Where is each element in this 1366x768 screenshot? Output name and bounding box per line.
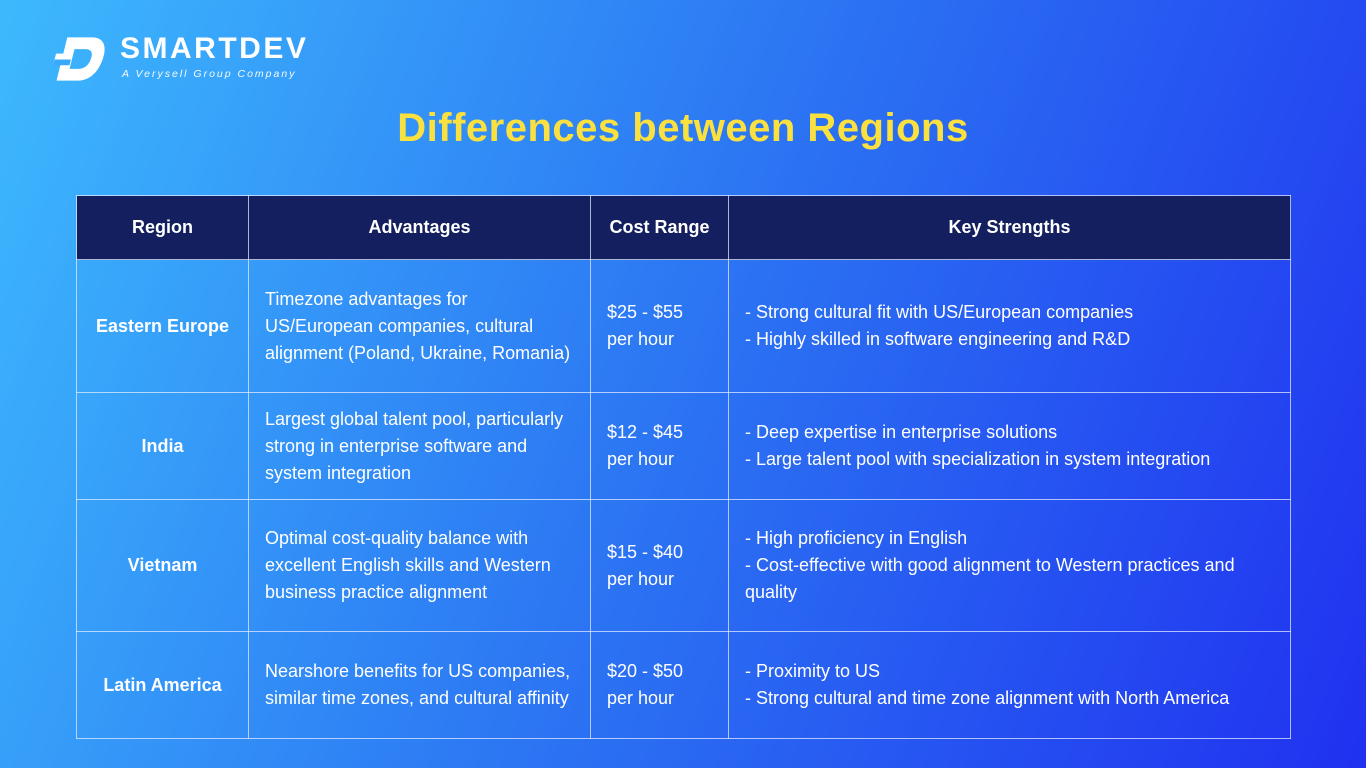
key-strengths-cell: - High proficiency in English - Cost-effe…: [728, 499, 1291, 632]
column-header-advantages: Advantages: [248, 195, 591, 260]
cost-range-cell: $12 - $45 per hour: [590, 392, 729, 500]
strength-line: - Proximity to US: [745, 661, 881, 681]
table-row: Vietnam Optimal cost-quality balance with…: [76, 499, 1291, 632]
strength-line: - Cost-effective with good alignment to …: [745, 555, 1235, 602]
column-header-key-strengths: Key Strengths: [728, 195, 1291, 260]
strength-line: - Strong cultural fit with US/European c…: [745, 302, 1134, 322]
brand-name: SMARTDEV: [120, 32, 309, 65]
brand-tagline: A Verysell Group Company: [122, 68, 297, 80]
key-strengths-cell: - Strong cultural fit with US/European c…: [728, 259, 1291, 393]
table-body: Eastern Europe Timezone advantages for US…: [76, 259, 1291, 739]
cost-range-cell: $25 - $55 per hour: [590, 259, 729, 393]
smartdev-logo: SMARTDEV A Verysell Group Company: [52, 32, 308, 82]
strength-line: - Deep expertise in enterprise solutions: [745, 422, 1058, 442]
region-cell: Eastern Europe: [76, 259, 249, 393]
key-strengths-cell: - Deep expertise in enterprise solutions…: [728, 392, 1291, 500]
column-header-cost-range: Cost Range: [590, 195, 729, 260]
table-row: India Largest global talent pool, particu…: [76, 392, 1291, 500]
key-strengths-cell: - Proximity to US - Strong cultural and t…: [728, 631, 1291, 739]
advantages-cell: Largest global talent pool, particularly…: [248, 392, 591, 500]
regions-table: Region Advantages Cost Range Key Strengths …: [76, 195, 1291, 739]
strength-line: - High proficiency in English: [745, 528, 968, 548]
smartdev-logo-icon: [53, 37, 105, 81]
advantages-cell: Optimal cost-quality balance with excell…: [248, 499, 591, 632]
column-header-region: Region: [76, 195, 249, 260]
table-row: Latin America Nearshore benefits for US c…: [76, 631, 1291, 739]
advantages-cell: Timezone advantages for US/European comp…: [248, 259, 591, 393]
region-cell: Vietnam: [76, 499, 249, 632]
strength-line: - Strong cultural and time zone alignmen…: [745, 688, 1230, 708]
advantages-cell: Nearshore benefits for US companies, sim…: [248, 631, 591, 739]
logo-text-block: SMARTDEV A Verysell Group Company: [120, 32, 308, 80]
page-title: Differences between Regions: [397, 106, 969, 150]
table-header-row: Region Advantages Cost Range Key Strengths: [76, 195, 1291, 260]
region-cell: India: [76, 392, 249, 500]
cost-range-cell: $20 - $50 per hour: [590, 631, 729, 739]
strength-line: - Highly skilled in software engineering…: [745, 329, 1131, 349]
cost-range-cell: $15 - $40 per hour: [590, 499, 729, 632]
region-cell: Latin America: [76, 631, 249, 739]
table-row: Eastern Europe Timezone advantages for US…: [76, 259, 1291, 393]
strength-line: - Large talent pool with specialization …: [745, 449, 1211, 469]
